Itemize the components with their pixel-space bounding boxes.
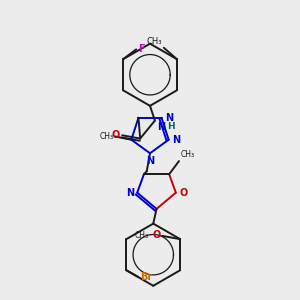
Text: O: O [152,230,160,240]
Text: CH₃: CH₃ [147,37,162,46]
Text: N: N [165,113,173,123]
Text: CH₃: CH₃ [181,149,195,158]
Text: H: H [167,122,175,131]
Text: Br: Br [140,272,152,282]
Text: N: N [126,188,134,198]
Text: F: F [138,44,144,54]
Text: O: O [179,188,188,198]
Text: CH₃: CH₃ [134,231,148,240]
Text: N: N [158,122,166,132]
Text: N: N [146,156,154,166]
Text: CH₃: CH₃ [99,132,113,141]
Text: O: O [111,130,120,140]
Text: N: N [172,135,180,145]
